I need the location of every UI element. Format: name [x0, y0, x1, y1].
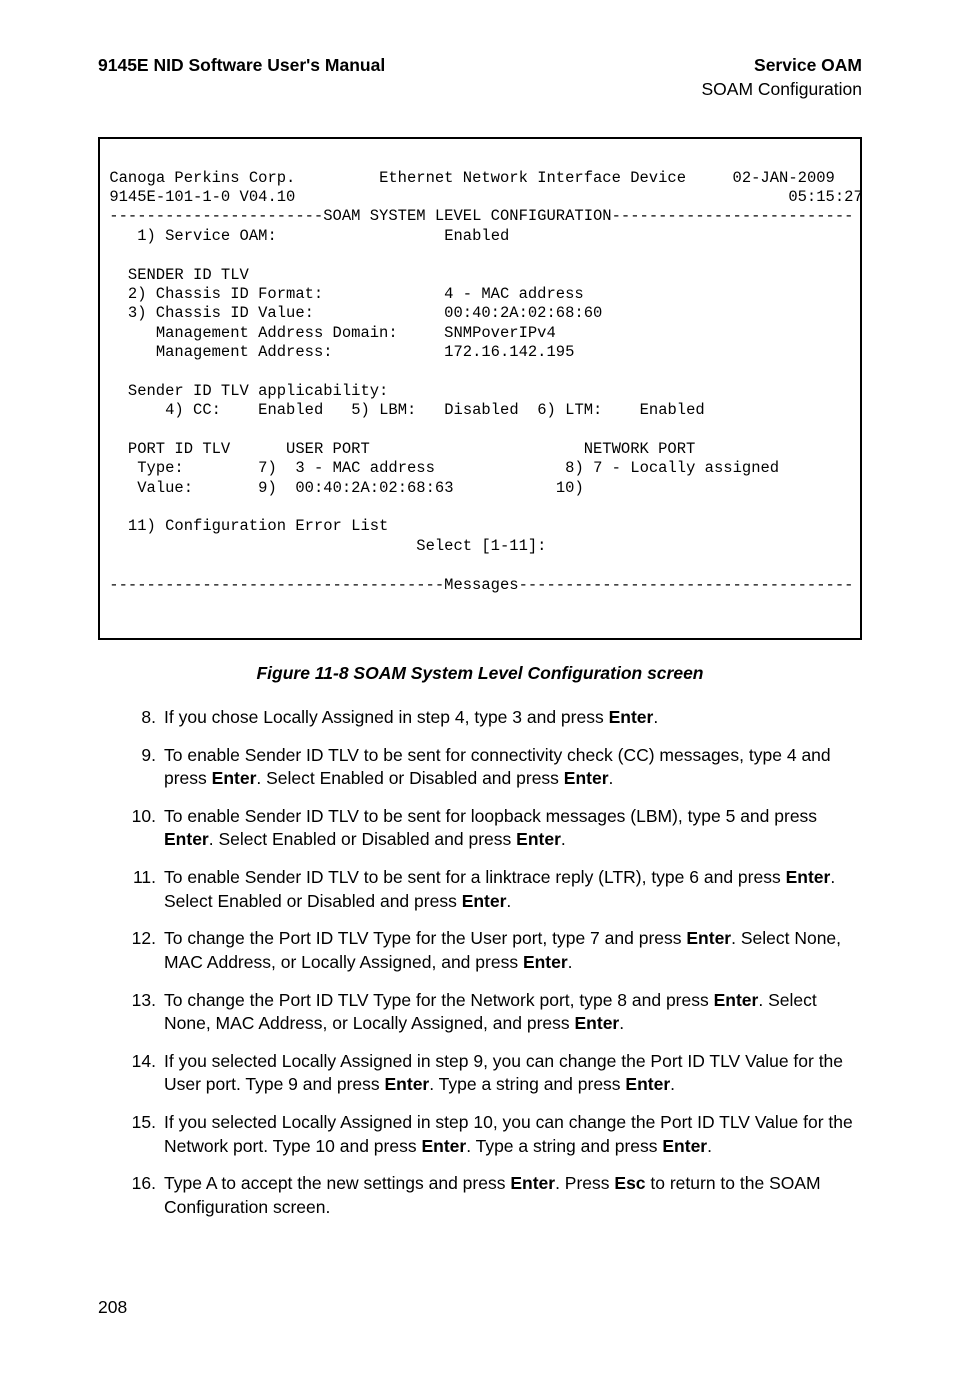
net-type-num: 8): [565, 459, 584, 477]
mgmt-addr-value: 172.16.142.195: [444, 343, 574, 361]
applicability-label: Sender ID TLV applicability:: [128, 382, 388, 400]
header-subsection: SOAM Configuration: [702, 78, 863, 102]
mgmt-addr-label: Management Address:: [156, 343, 333, 361]
step-text: If you chose Locally Assigned in step 4,…: [162, 706, 862, 730]
step-number: 9.: [124, 744, 162, 791]
step-number: 15.: [124, 1111, 162, 1158]
instruction-item: 9.To enable Sender ID TLV to be sent for…: [124, 744, 862, 791]
port-id-header: PORT ID TLV: [128, 440, 230, 458]
terminal-prompt: Select [1-11]:: [416, 537, 546, 555]
net-type-value: 7 - Locally assigned: [593, 459, 779, 477]
step-text: To enable Sender ID TLV to be sent for l…: [162, 805, 862, 852]
cc-value: Enabled: [258, 401, 323, 419]
instruction-item: 12.To change the Port ID TLV Type for th…: [124, 927, 862, 974]
user-value-num: 9): [258, 479, 277, 497]
mgmt-domain-value: SNMPoverIPv4: [444, 324, 556, 342]
header-section-title: Service OAM: [702, 54, 863, 78]
type-label: Type:: [137, 459, 184, 477]
header-left: 9145E NID Software User's Manual: [98, 54, 385, 78]
sender-id-header: SENDER ID TLV: [128, 266, 249, 284]
item-1-label: 1) Service OAM:: [137, 227, 277, 245]
messages-label: Messages: [444, 576, 518, 594]
step-number: 13.: [124, 989, 162, 1036]
cc-label: 4) CC:: [165, 401, 221, 419]
user-type-value: 3 - MAC address: [295, 459, 435, 477]
page-number: 208: [98, 1296, 862, 1320]
terminal-time: 05:15:27: [788, 188, 862, 206]
terminal-date: 02-JAN-2009: [733, 169, 835, 187]
terminal-section-title: SOAM SYSTEM LEVEL CONFIGURATION: [323, 207, 611, 225]
figure-caption: Figure 11-8 SOAM System Level Configurat…: [98, 662, 862, 686]
item-1-value: Enabled: [444, 227, 509, 245]
terminal-device: Ethernet Network Interface Device: [379, 169, 686, 187]
ltm-value: Enabled: [640, 401, 705, 419]
instruction-item: 14.If you selected Locally Assigned in s…: [124, 1050, 862, 1097]
step-text: If you selected Locally Assigned in step…: [162, 1111, 862, 1158]
step-text: If you selected Locally Assigned in step…: [162, 1050, 862, 1097]
terminal-model: 9145E-101-1-0 V04.10: [109, 188, 295, 206]
user-port-header: USER PORT: [286, 440, 370, 458]
instruction-item: 11.To enable Sender ID TLV to be sent fo…: [124, 866, 862, 913]
instruction-item: 16.Type A to accept the new settings and…: [124, 1172, 862, 1219]
item-11: 11) Configuration Error List: [128, 517, 388, 535]
step-number: 8.: [124, 706, 162, 730]
terminal-screen: Canoga Perkins Corp. Ethernet Network In…: [98, 137, 862, 640]
step-number: 12.: [124, 927, 162, 974]
value-label: Value:: [137, 479, 193, 497]
mgmt-domain-label: Management Address Domain:: [156, 324, 398, 342]
item-3-label: 3) Chassis ID Value:: [128, 304, 314, 322]
step-text: To enable Sender ID TLV to be sent for a…: [162, 866, 862, 913]
item-3-value: 00:40:2A:02:68:60: [444, 304, 602, 322]
instruction-item: 13.To change the Port ID TLV Type for th…: [124, 989, 862, 1036]
step-number: 10.: [124, 805, 162, 852]
page-header: 9145E NID Software User's Manual Service…: [98, 54, 862, 101]
step-number: 11.: [124, 866, 162, 913]
user-type-num: 7): [258, 459, 277, 477]
item-2-value: 4 - MAC address: [444, 285, 584, 303]
instruction-item: 8.If you chose Locally Assigned in step …: [124, 706, 862, 730]
item-2-label: 2) Chassis ID Format:: [128, 285, 323, 303]
instruction-list: 8.If you chose Locally Assigned in step …: [124, 706, 862, 1220]
step-text: To enable Sender ID TLV to be sent for c…: [162, 744, 862, 791]
step-text: To change the Port ID TLV Type for the U…: [162, 927, 862, 974]
lbm-label: 5) LBM:: [351, 401, 416, 419]
instruction-item: 15.If you selected Locally Assigned in s…: [124, 1111, 862, 1158]
terminal-content: Canoga Perkins Corp. Ethernet Network In…: [100, 169, 860, 595]
step-text: To change the Port ID TLV Type for the N…: [162, 989, 862, 1036]
step-text: Type A to accept the new settings and pr…: [162, 1172, 862, 1219]
instruction-item: 10.To enable Sender ID TLV to be sent fo…: [124, 805, 862, 852]
header-right: Service OAM SOAM Configuration: [702, 54, 863, 101]
ltm-label: 6) LTM:: [537, 401, 602, 419]
net-value-num: 10): [556, 479, 584, 497]
lbm-value: Disabled: [444, 401, 518, 419]
user-value-value: 00:40:2A:02:68:63: [295, 479, 453, 497]
step-number: 16.: [124, 1172, 162, 1219]
step-number: 14.: [124, 1050, 162, 1097]
terminal-company: Canoga Perkins Corp.: [109, 169, 295, 187]
network-port-header: NETWORK PORT: [584, 440, 696, 458]
